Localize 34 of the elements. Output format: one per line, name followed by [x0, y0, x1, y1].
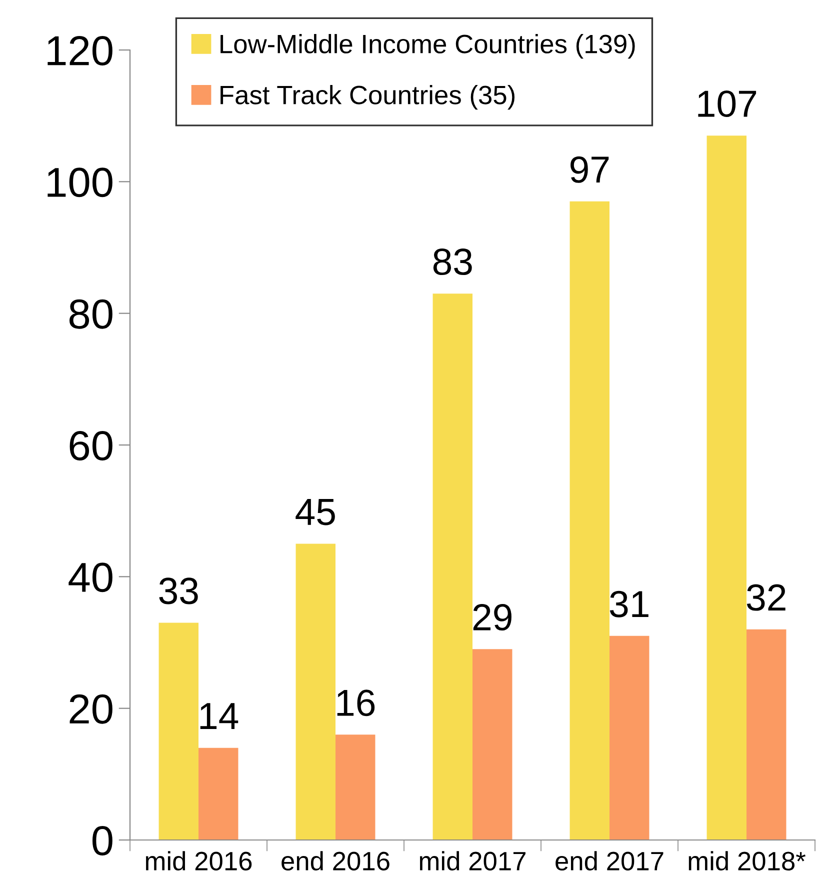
y-tick-label: 40 [68, 562, 112, 592]
bar [432, 294, 472, 840]
y-tick-label: 100 [48, 168, 112, 198]
legend-label: Fast Track Countries (35) [220, 85, 514, 110]
data-label: 32 [746, 584, 786, 611]
bar [570, 201, 610, 840]
data-label: 14 [200, 703, 238, 729]
bar [746, 629, 786, 840]
data-label: 83 [433, 248, 472, 276]
bar [706, 136, 746, 840]
x-tick-label: mid 2016 [146, 851, 252, 870]
x-tick-label: mid 2018* [688, 851, 806, 870]
data-label: 97 [570, 156, 609, 183]
x-tick-label: end 2017 [556, 851, 664, 870]
x-tick-label: end 2016 [282, 851, 390, 870]
x-tick-label: mid 2017 [420, 851, 526, 870]
y-tick-label: 60 [70, 431, 112, 461]
y-tick-label: 20 [70, 694, 112, 724]
bar [336, 734, 376, 840]
bar [472, 649, 512, 840]
data-label: 33 [159, 578, 198, 604]
bar [158, 622, 198, 840]
y-tick-label: 80 [69, 299, 112, 329]
legend-label: Low-Middle Income Countries (139) [220, 34, 635, 59]
data-label: 16 [337, 690, 375, 716]
y-tick-label: 0 [92, 826, 112, 856]
data-label: 45 [296, 499, 335, 526]
bar [296, 544, 336, 840]
data-label: 29 [473, 604, 512, 631]
data-label: 31 [610, 590, 648, 618]
bar [610, 636, 650, 840]
y-tick-label: 120 [48, 36, 112, 66]
bar [198, 748, 238, 840]
data-label: 107 [698, 90, 756, 118]
